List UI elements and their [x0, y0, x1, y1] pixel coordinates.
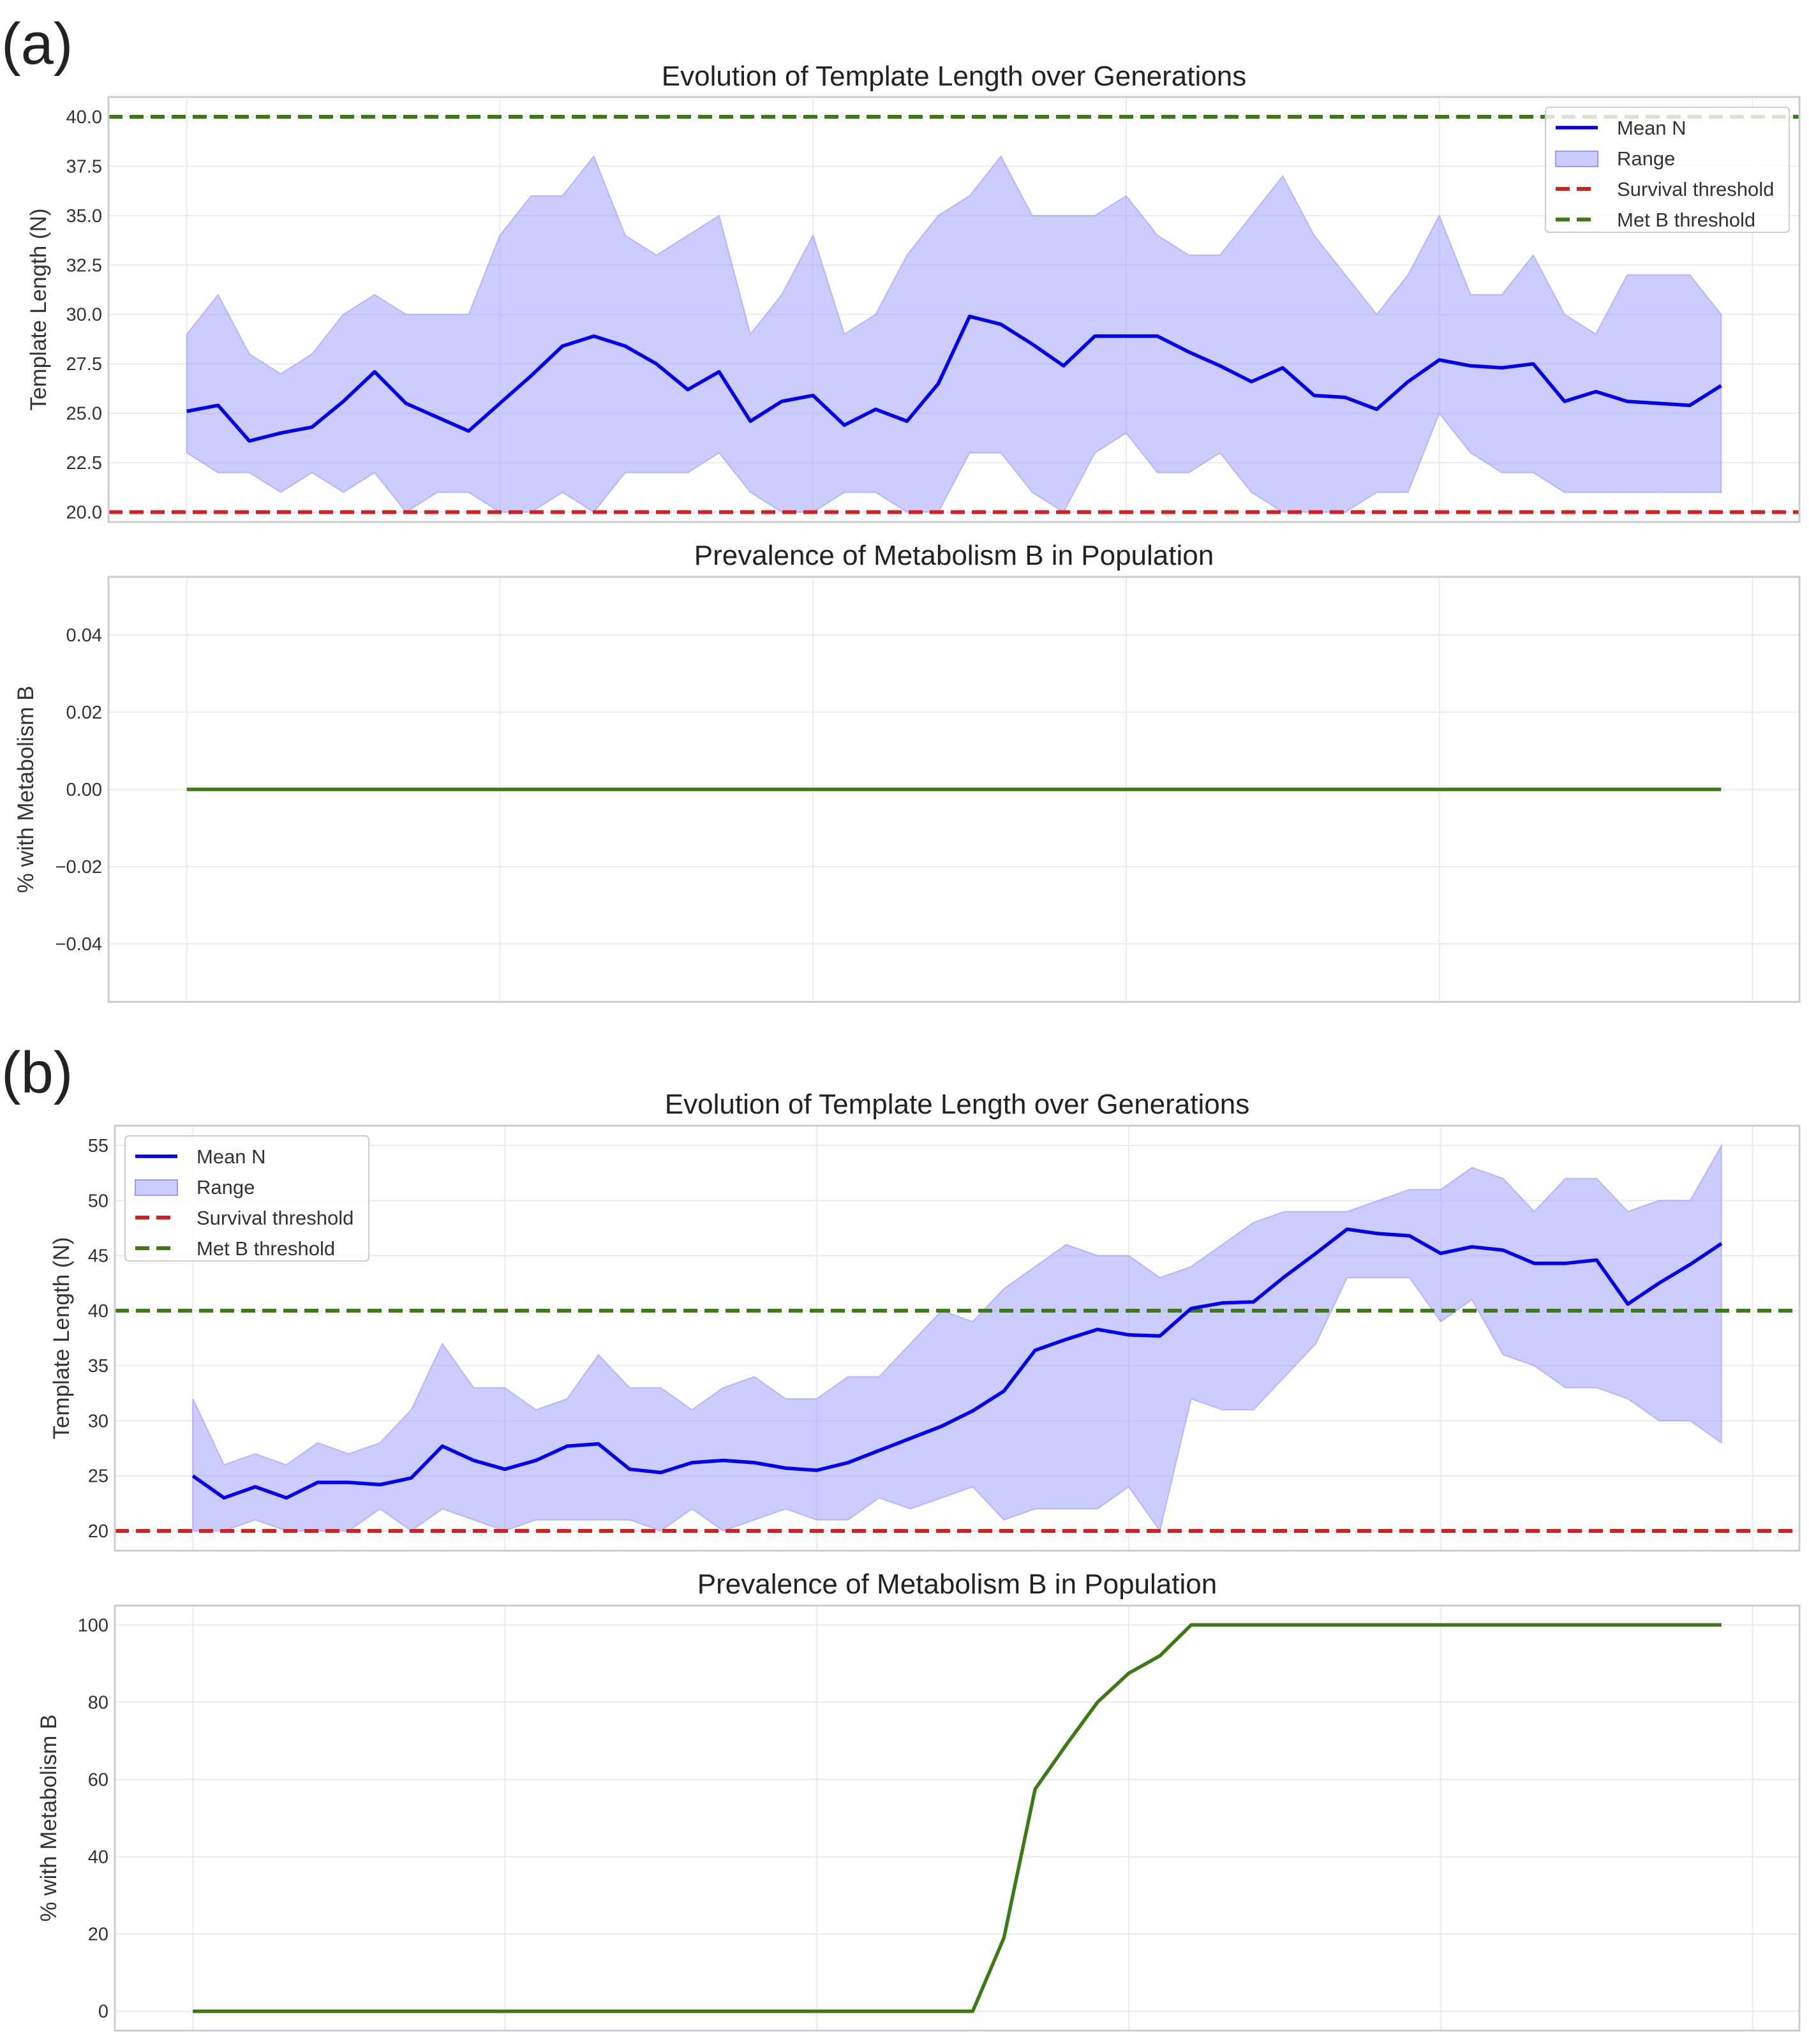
chart-b-template-length: Evolution of Template Length over Genera… [49, 1089, 1801, 1552]
legend-entry: Survival threshold [1617, 178, 1774, 200]
chart-title: Evolution of Template Length over Genera… [665, 1089, 1249, 1120]
panel-b-label: (b) [1, 1040, 73, 1105]
legend-swatch [1555, 151, 1598, 167]
legend-entry: Survival threshold [197, 1207, 354, 1229]
y-tick-label: 0.04 [66, 625, 102, 646]
y-tick-label: 20 [88, 1925, 108, 1945]
legend-entry: Mean N [1617, 117, 1686, 139]
y-tick-label: 100 [78, 1615, 108, 1636]
legend-entry: Met B threshold [1617, 209, 1755, 231]
chart-a-template-length: Evolution of Template Length over Genera… [26, 61, 1801, 523]
y-tick-label: 80 [88, 1692, 108, 1713]
legend: Mean N Range Survival threshold Met B thres… [1545, 107, 1790, 233]
legend-entry: Met B threshold [197, 1237, 335, 1260]
axes-frame [114, 1604, 1801, 2032]
y-tick-label: 35 [88, 1356, 108, 1376]
prevalence-line [193, 1623, 1722, 2013]
y-axis-label: Template Length (N) [49, 1237, 74, 1439]
legend-entry: Mean N [197, 1145, 266, 1168]
plot-area [193, 1623, 1722, 2013]
axes-frame [114, 1124, 1801, 1552]
y-tick-label: 0.00 [66, 780, 102, 800]
y-tick-label: 37.5 [66, 156, 102, 177]
range-band [192, 1143, 1722, 1533]
chart-title: Prevalence of Metabolism B in Population [697, 1569, 1217, 1600]
y-tick-label: 30 [88, 1411, 108, 1431]
mean-n-line [191, 1227, 1723, 1500]
y-tick-label: 20.0 [66, 503, 102, 523]
y-axis-label: Template Length (N) [26, 208, 51, 410]
legend: Mean N Range Survival threshold Met B thres… [124, 1135, 369, 1262]
y-axis-label: % with Metabolism B [36, 1715, 61, 1922]
legend-swatch [135, 1179, 178, 1196]
y-tick-label: 22.5 [66, 453, 102, 474]
chart-title: Evolution of Template Length over Genera… [662, 61, 1246, 92]
y-tick-label: 35.0 [66, 206, 102, 227]
y-tick-label: 45 [88, 1246, 108, 1267]
y-tick-label: 25 [88, 1466, 108, 1487]
panel-a-label: (a) [1, 11, 73, 77]
y-axis-label: % with Metabolism B [13, 686, 38, 893]
y-tick-label: −0.04 [56, 934, 102, 955]
legend-box [1545, 107, 1790, 233]
y-tick-label: 30.0 [66, 305, 102, 325]
y-tick-label: −0.02 [56, 857, 102, 877]
y-tick-label: 55 [88, 1136, 108, 1156]
y-tick-label: 40 [88, 1301, 108, 1322]
chart-title: Prevalence of Metabolism B in Population [694, 540, 1214, 571]
y-tick-label: 20 [88, 1521, 108, 1542]
legend-entry: Range [1617, 147, 1675, 170]
plot-area [115, 1143, 1799, 1533]
y-tick-label: 25.0 [66, 404, 102, 424]
legend-entry: Range [197, 1176, 255, 1198]
chart-b-prevalence: Prevalence of Metabolism B in Population… [36, 1569, 1801, 2032]
y-tick-label: 0.02 [66, 703, 102, 723]
y-tick-label: 60 [88, 1770, 108, 1790]
y-tick-label: 50 [88, 1191, 108, 1211]
y-tick-label: 40.0 [66, 107, 102, 128]
y-tick-label: 32.5 [66, 255, 102, 276]
axes-frame [107, 576, 1801, 1003]
axes-frame [107, 96, 1801, 523]
y-tick-label: 40 [88, 1847, 108, 1868]
y-tick-label: 27.5 [66, 354, 102, 375]
plot-area [108, 114, 1799, 514]
chart-a-prevalence: Prevalence of Metabolism B in Population… [13, 540, 1801, 1003]
y-tick-label: 0 [98, 2002, 108, 2022]
mean-n-line [186, 315, 1722, 443]
range-band [186, 154, 1722, 513]
legend-box [124, 1135, 369, 1262]
